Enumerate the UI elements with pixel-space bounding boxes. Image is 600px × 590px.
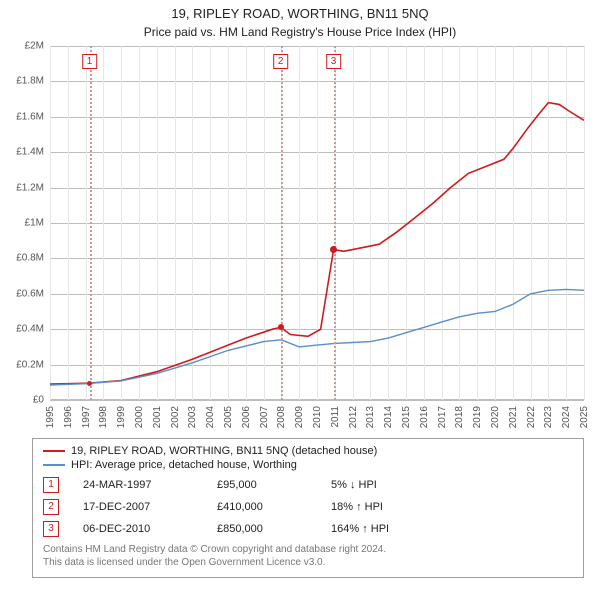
xtick-label: 2004	[205, 406, 216, 428]
xtick-label: 1997	[81, 406, 92, 428]
series-line-hpi	[50, 289, 584, 385]
ytick-label: £1.6M	[10, 111, 44, 122]
xtick-label: 2025	[579, 406, 590, 428]
ytick-label: £2M	[10, 41, 44, 52]
xtick-label: 2019	[472, 406, 483, 428]
event-line	[281, 46, 283, 400]
legend-swatch	[43, 450, 65, 452]
legend-swatch	[43, 464, 65, 466]
event-marker	[87, 381, 92, 386]
xtick-label: 2006	[241, 406, 252, 428]
xtick-label: 2015	[401, 406, 412, 428]
event-row-number: 1	[43, 477, 59, 493]
xtick-label: 2012	[348, 406, 359, 428]
event-row: 1 24-MAR-1997 £95,000 5% ↓ HPI	[43, 477, 573, 493]
event-row-price: £95,000	[217, 479, 317, 491]
xtick-label: 2001	[152, 406, 163, 428]
gridline-x	[584, 46, 585, 400]
xtick-label: 2023	[543, 406, 554, 428]
xtick-label: 2009	[294, 406, 305, 428]
event-line	[90, 46, 92, 400]
xtick-label: 2014	[383, 406, 394, 428]
series-line-property	[50, 103, 584, 385]
event-number-box: 3	[326, 54, 342, 69]
ytick-label: £0.6M	[10, 288, 44, 299]
event-row-delta: 5% ↓ HPI	[331, 479, 471, 491]
event-row-date: 17-DEC-2007	[83, 501, 203, 513]
legend: 19, RIPLEY ROAD, WORTHING, BN11 5NQ (det…	[43, 445, 573, 471]
xtick-label: 2017	[437, 406, 448, 428]
xtick-label: 2002	[170, 406, 181, 428]
event-row-date: 24-MAR-1997	[83, 479, 203, 491]
xtick-label: 2013	[365, 406, 376, 428]
event-row-delta: 18% ↑ HPI	[331, 501, 471, 513]
page-title: 19, RIPLEY ROAD, WORTHING, BN11 5NQ	[0, 0, 600, 21]
event-row: 3 06-DEC-2010 £850,000 164% ↑ HPI	[43, 521, 573, 537]
legend-label: HPI: Average price, detached house, Wort…	[71, 459, 297, 471]
events-table: 1 24-MAR-1997 £95,000 5% ↓ HPI 2 17-DEC-2007 £…	[43, 477, 573, 537]
event-row-number: 2	[43, 499, 59, 515]
legend-row: 19, RIPLEY ROAD, WORTHING, BN11 5NQ (det…	[43, 445, 573, 457]
xtick-label: 2018	[454, 406, 465, 428]
event-row-price: £410,000	[217, 501, 317, 513]
event-row: 2 17-DEC-2007 £410,000 18% ↑ HPI	[43, 499, 573, 515]
xtick-label: 2000	[134, 406, 145, 428]
xtick-label: 2011	[330, 406, 341, 428]
event-row-date: 06-DEC-2010	[83, 523, 203, 535]
legend-panel: 19, RIPLEY ROAD, WORTHING, BN11 5NQ (det…	[32, 438, 584, 578]
event-row-number: 3	[43, 521, 59, 537]
xtick-label: 2021	[508, 406, 519, 428]
xtick-label: 2003	[187, 406, 198, 428]
ytick-label: £1.4M	[10, 147, 44, 158]
license-line: Contains HM Land Registry data © Crown c…	[43, 543, 573, 556]
legend-row: HPI: Average price, detached house, Wort…	[43, 459, 573, 471]
xtick-label: 2005	[223, 406, 234, 428]
xtick-label: 1999	[116, 406, 127, 428]
license-line: This data is licensed under the Open Gov…	[43, 556, 573, 569]
gridline-y	[50, 400, 584, 401]
xtick-label: 1996	[63, 406, 74, 428]
xtick-label: 1995	[45, 406, 56, 428]
ytick-label: £0	[10, 395, 44, 406]
ytick-label: £0.8M	[10, 253, 44, 264]
event-row-price: £850,000	[217, 523, 317, 535]
ytick-label: £1M	[10, 218, 44, 229]
page-subtitle: Price paid vs. HM Land Registry's House …	[0, 21, 600, 43]
event-number-box: 1	[82, 54, 98, 69]
event-line	[334, 46, 336, 400]
xtick-label: 2024	[561, 406, 572, 428]
xtick-label: 2020	[490, 406, 501, 428]
chart-plot-area: £0£0.2M£0.4M£0.6M£0.8M£1M£1.2M£1.4M£1.6M…	[50, 46, 584, 400]
event-row-delta: 164% ↑ HPI	[331, 523, 471, 535]
xtick-label: 2010	[312, 406, 323, 428]
xtick-label: 2022	[526, 406, 537, 428]
xtick-label: 2016	[419, 406, 430, 428]
chart-svg	[50, 46, 584, 400]
license-text: Contains HM Land Registry data © Crown c…	[43, 543, 573, 569]
legend-label: 19, RIPLEY ROAD, WORTHING, BN11 5NQ (det…	[71, 445, 377, 457]
ytick-label: £0.4M	[10, 324, 44, 335]
ytick-label: £1.2M	[10, 182, 44, 193]
ytick-label: £0.2M	[10, 359, 44, 370]
xtick-label: 1998	[98, 406, 109, 428]
ytick-label: £1.8M	[10, 76, 44, 87]
xtick-label: 2007	[259, 406, 270, 428]
event-number-box: 2	[273, 54, 289, 69]
xtick-label: 2008	[276, 406, 287, 428]
